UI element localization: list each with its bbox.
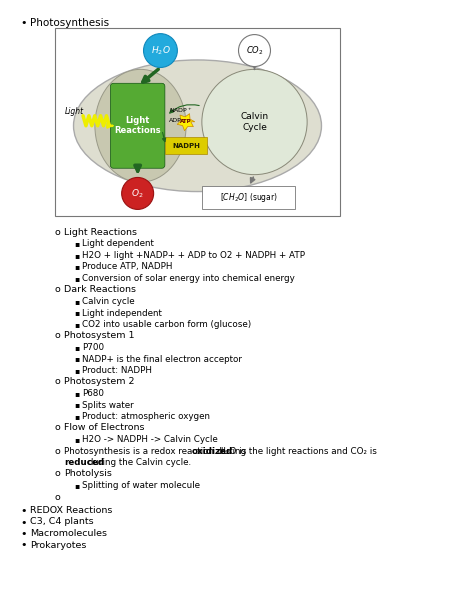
Text: •: • [20, 517, 27, 528]
Text: reduced: reduced [64, 458, 104, 467]
Text: P680: P680 [82, 389, 104, 398]
Ellipse shape [95, 69, 186, 182]
Text: ▪: ▪ [74, 320, 79, 329]
Text: o: o [55, 446, 61, 455]
Text: ▪: ▪ [74, 343, 79, 352]
Polygon shape [177, 113, 195, 131]
Text: Light independent: Light independent [82, 308, 162, 318]
Text: ▪: ▪ [74, 251, 79, 260]
Text: Dark Reactions: Dark Reactions [64, 286, 136, 294]
Text: Photosystem 2: Photosystem 2 [64, 378, 135, 387]
Text: Photosynthesis is a redox reaction. H₂O is: Photosynthesis is a redox reaction. H₂O … [64, 446, 249, 455]
Text: Photolysis: Photolysis [64, 470, 112, 479]
Text: oxidized: oxidized [191, 446, 233, 455]
Text: Splits water: Splits water [82, 400, 134, 409]
Text: H2O -> NADPH -> Calvin Cycle: H2O -> NADPH -> Calvin Cycle [82, 435, 218, 444]
Text: o: o [55, 378, 61, 387]
FancyBboxPatch shape [110, 83, 165, 168]
Text: Product: NADPH: Product: NADPH [82, 366, 152, 375]
Text: ▪: ▪ [74, 308, 79, 318]
Circle shape [238, 34, 271, 67]
Text: o: o [55, 492, 61, 501]
Text: P700: P700 [82, 343, 104, 352]
Text: ▪: ▪ [74, 274, 79, 283]
Text: NADP$^+$: NADP$^+$ [169, 106, 192, 115]
Text: during the light reactions and CO₂ is: during the light reactions and CO₂ is [215, 446, 377, 455]
FancyBboxPatch shape [55, 28, 340, 216]
Text: o: o [55, 332, 61, 340]
Text: Produce ATP, NADPH: Produce ATP, NADPH [82, 262, 173, 272]
Text: o: o [55, 286, 61, 294]
Text: Prokaryotes: Prokaryotes [30, 541, 86, 549]
Text: Flow of Electrons: Flow of Electrons [64, 424, 145, 433]
Text: ▪: ▪ [74, 389, 79, 398]
Text: •: • [20, 506, 27, 516]
Text: o: o [55, 228, 61, 237]
Text: Calvin
Cycle: Calvin Cycle [240, 112, 269, 132]
Text: Light: Light [65, 107, 84, 116]
Text: NADP+ is the final electron acceptor: NADP+ is the final electron acceptor [82, 354, 242, 364]
Text: •: • [20, 529, 27, 539]
Text: REDOX Reactions: REDOX Reactions [30, 506, 112, 515]
Text: C3, C4 plants: C3, C4 plants [30, 517, 94, 527]
FancyBboxPatch shape [202, 186, 295, 208]
Text: ▪: ▪ [74, 366, 79, 375]
Text: ▪: ▪ [74, 412, 79, 421]
Text: Macromolecules: Macromolecules [30, 529, 107, 538]
Text: ▪: ▪ [74, 262, 79, 272]
Text: during the Calvin cycle.: during the Calvin cycle. [85, 458, 191, 467]
Text: NADPH: NADPH [172, 142, 200, 148]
Text: $CO_2$: $CO_2$ [246, 44, 263, 57]
Text: o: o [55, 470, 61, 479]
Text: ATP: ATP [180, 120, 191, 124]
Text: Calvin cycle: Calvin cycle [82, 297, 135, 306]
Text: ▪: ▪ [74, 400, 79, 409]
Text: ▪: ▪ [74, 481, 79, 490]
Text: Light Reactions: Light Reactions [64, 228, 137, 237]
Text: o: o [55, 424, 61, 433]
Text: CO2 into usable carbon form (glucose): CO2 into usable carbon form (glucose) [82, 320, 251, 329]
Text: Photosystem 1: Photosystem 1 [64, 332, 135, 340]
Text: H2O + light +NADP+ + ADP to O2 + NADPH + ATP: H2O + light +NADP+ + ADP to O2 + NADPH +… [82, 251, 305, 260]
Text: Light dependent: Light dependent [82, 240, 154, 248]
Circle shape [122, 177, 154, 210]
Ellipse shape [73, 60, 321, 191]
Circle shape [144, 34, 177, 67]
Text: •: • [20, 18, 27, 28]
Text: $[CH_2O]$ (sugar): $[CH_2O]$ (sugar) [220, 191, 278, 204]
Text: ▪: ▪ [74, 435, 79, 444]
Text: ▪: ▪ [74, 297, 79, 306]
FancyBboxPatch shape [165, 137, 207, 154]
Text: Conversion of solar energy into chemical energy: Conversion of solar energy into chemical… [82, 274, 295, 283]
Text: $H_2O$: $H_2O$ [151, 44, 170, 57]
Text: ▪: ▪ [74, 354, 79, 364]
Text: $O_2$: $O_2$ [131, 187, 144, 200]
Text: Product: atmospheric oxygen: Product: atmospheric oxygen [82, 412, 210, 421]
Text: Light
Reactions: Light Reactions [114, 116, 161, 135]
Text: ▪: ▪ [74, 240, 79, 248]
Text: •: • [20, 541, 27, 550]
Circle shape [202, 69, 307, 175]
Text: ADP: ADP [169, 118, 182, 123]
Text: Splitting of water molecule: Splitting of water molecule [82, 481, 200, 490]
Text: Photosynthesis: Photosynthesis [30, 18, 109, 28]
